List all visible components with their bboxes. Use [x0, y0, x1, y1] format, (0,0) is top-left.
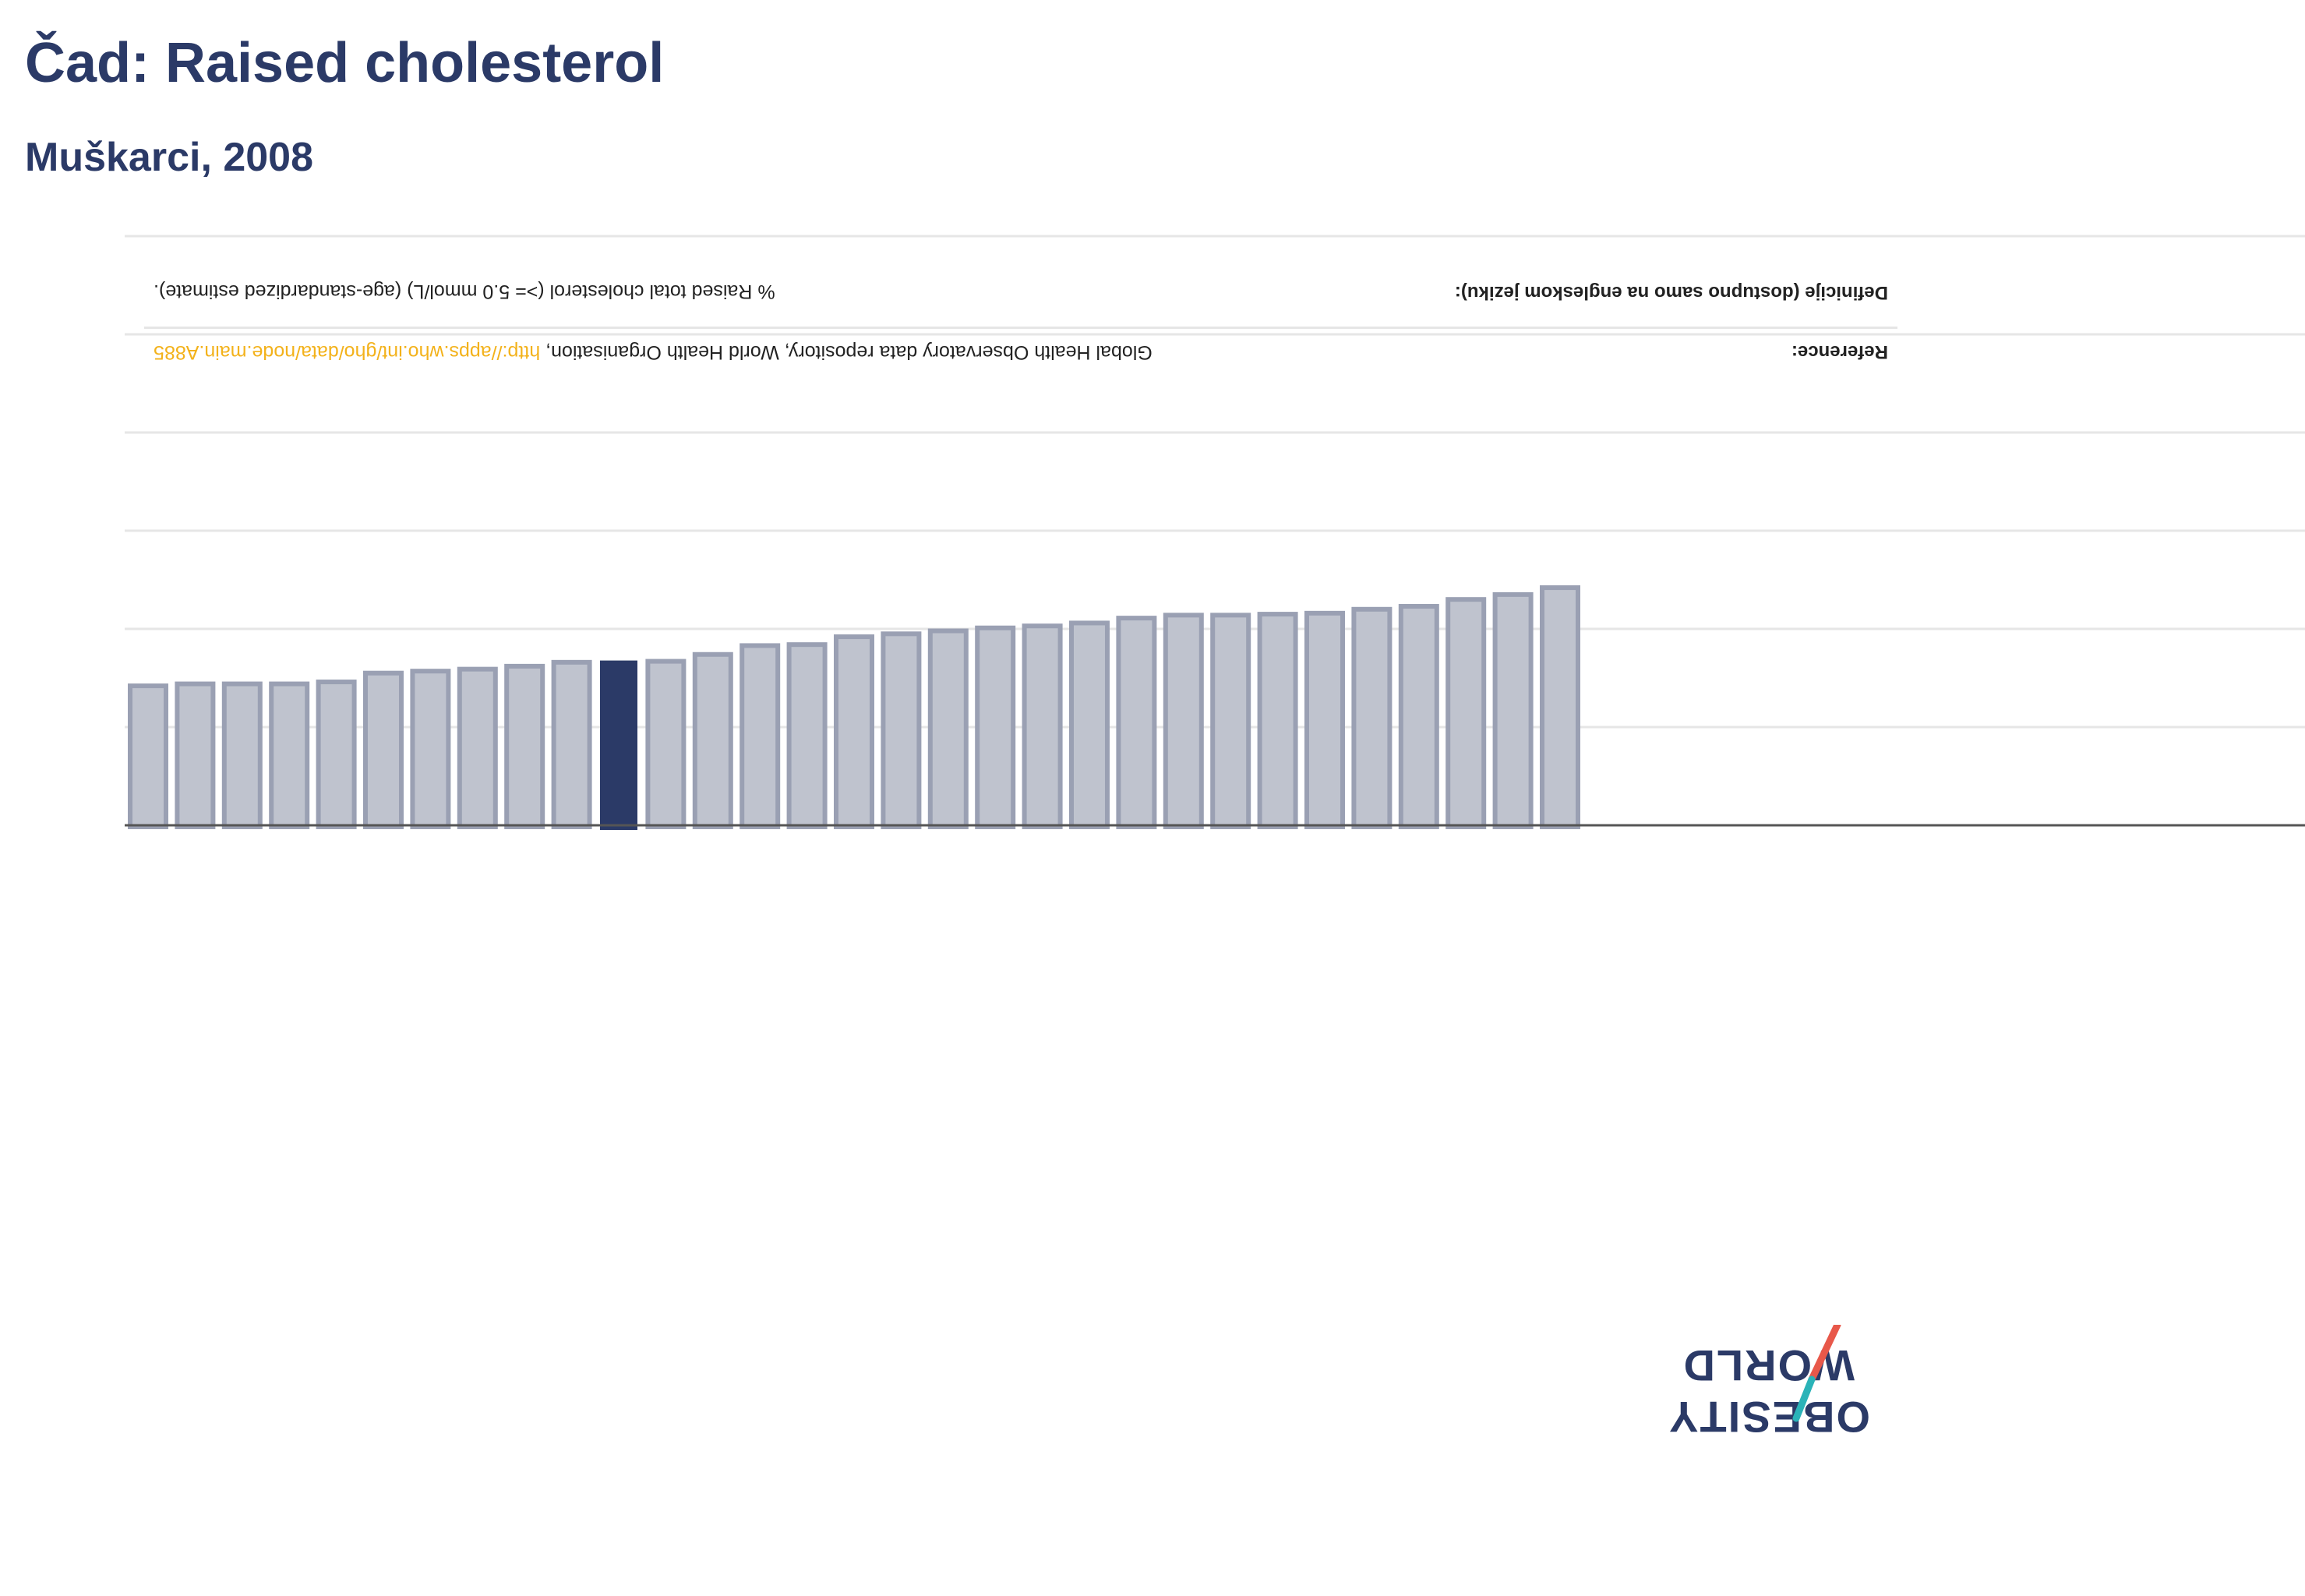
bar	[128, 683, 168, 830]
bar	[645, 659, 687, 830]
bar	[1210, 613, 1251, 829]
bar	[221, 681, 263, 829]
bar	[1540, 585, 1580, 830]
bar	[410, 669, 451, 829]
bar	[692, 651, 733, 830]
bar	[551, 659, 592, 830]
bar	[1163, 613, 1204, 829]
logo-red-stroke	[1808, 1325, 1841, 1383]
bar	[1398, 604, 1439, 830]
logo-slash-mark	[1792, 1325, 1841, 1422]
bar	[1257, 612, 1298, 829]
bar	[1492, 591, 1534, 830]
bar	[363, 670, 404, 830]
bars	[128, 585, 1580, 831]
reference-text: Global Health Observatory data repositor…	[540, 341, 1152, 363]
bar	[504, 663, 545, 829]
bar	[927, 628, 969, 830]
definition-value: % Raised total cholesterol (>= 5.0 mmol/…	[154, 281, 775, 302]
bar	[740, 643, 781, 829]
bar	[1445, 597, 1487, 829]
bar	[175, 681, 216, 829]
bar	[1022, 623, 1063, 829]
chart-title: Čad: Raised cholesterol	[25, 32, 665, 94]
definition-row: Definicije (dostupno samo na engleskom j…	[144, 242, 1897, 315]
bar	[834, 634, 874, 830]
reference-label: Reference:	[1791, 341, 1888, 362]
chart-subtitle: Muškarci, 2008	[25, 135, 314, 180]
bar	[1304, 610, 1345, 830]
bar	[316, 680, 357, 829]
source-info-panel: Reference: Global Health Observatory dat…	[144, 242, 1897, 376]
bar	[1351, 606, 1393, 829]
reference-row: Reference: Global Health Observatory dat…	[144, 327, 1897, 376]
bar-highlighted	[600, 660, 637, 831]
bar	[457, 666, 498, 829]
reference-value: Global Health Observatory data repositor…	[154, 341, 1152, 363]
bar	[881, 631, 922, 829]
world-obesity-logo: OBESITY WORLD	[1668, 1325, 1901, 1442]
logo-teal-stroke	[1792, 1375, 1816, 1422]
definition-label: Definicije (dostupno samo na engleskom j…	[1454, 282, 1888, 303]
bar	[975, 625, 1016, 829]
bar	[1069, 620, 1110, 829]
bar	[269, 681, 310, 829]
reference-link[interactable]: http://apps.who.int/gho/data/node.main.A…	[154, 341, 541, 363]
bar	[786, 642, 828, 829]
bar	[1116, 616, 1157, 829]
